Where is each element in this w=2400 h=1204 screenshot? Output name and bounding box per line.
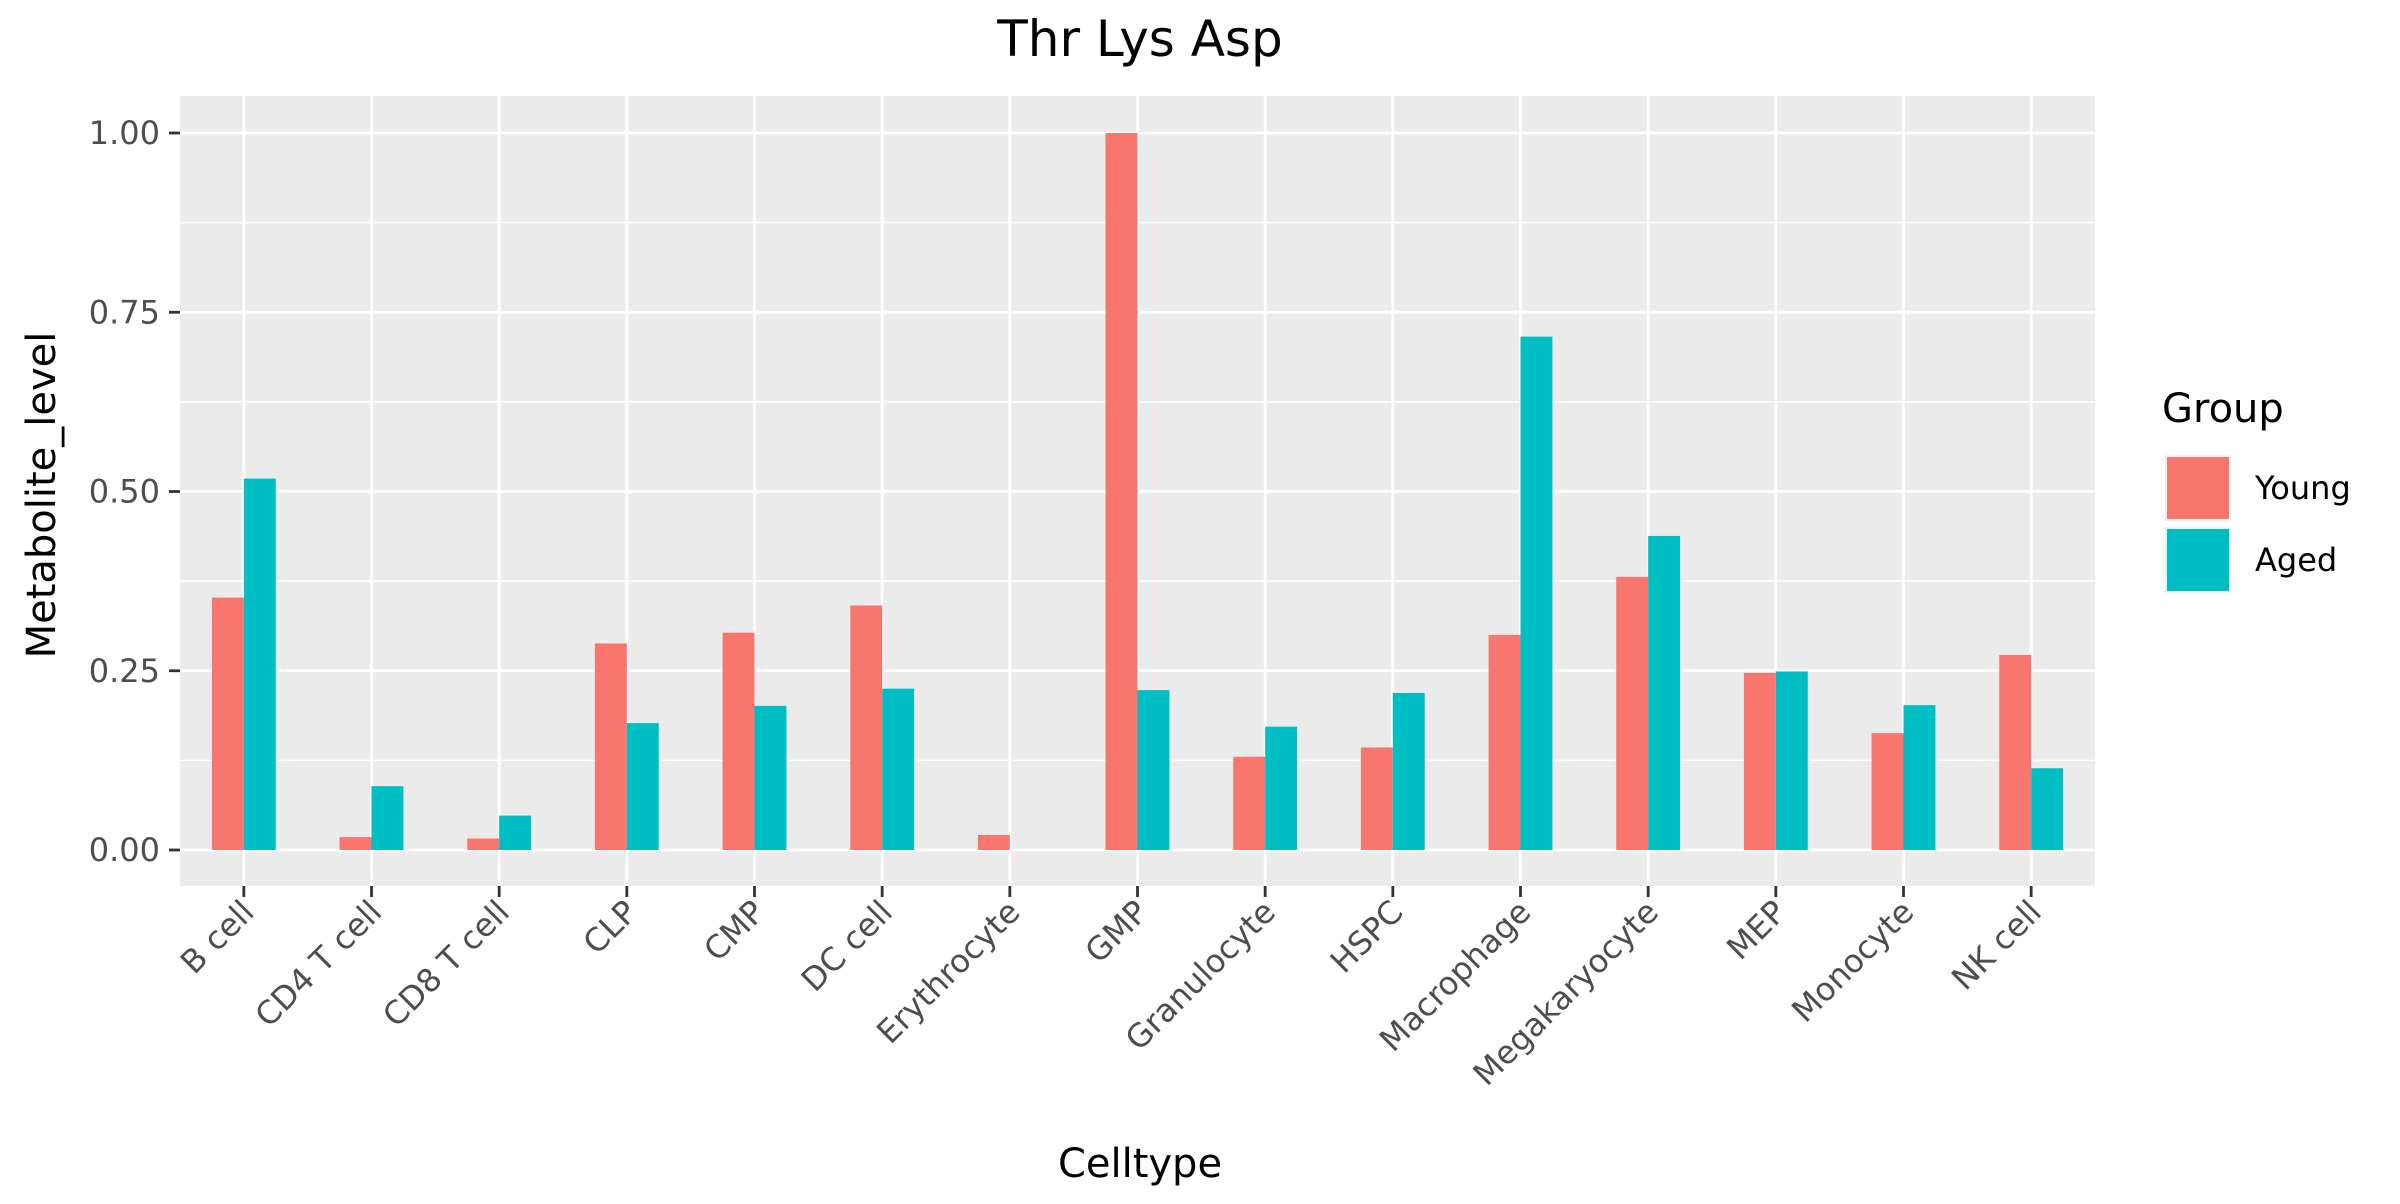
bars-group [211, 133, 2064, 850]
bar-aged [882, 688, 915, 850]
chart-title: Thr Lys Asp [996, 10, 1282, 68]
legend-label: Young [2254, 469, 2351, 507]
bar-aged [754, 705, 787, 850]
bar-aged [2031, 768, 2064, 850]
bar-aged [1137, 690, 1170, 850]
y-tick-label: 0.50 [89, 473, 160, 511]
legend-swatch [2167, 529, 2229, 591]
y-tick-label: 0.00 [89, 831, 160, 869]
x-axis-label: Celltype [1058, 1141, 1222, 1187]
x-tick-label: CD4 T cell [248, 893, 390, 1035]
y-tick-label: 0.25 [89, 652, 160, 690]
bar-young [977, 834, 1010, 850]
bar-aged [1520, 336, 1553, 850]
bar-young [1233, 756, 1266, 850]
y-axis-label: Metabolite_level [19, 332, 65, 659]
legend-title: Group [2162, 386, 2284, 432]
bar-aged [1903, 705, 1936, 850]
bar-young [467, 838, 500, 850]
x-tick-label: MEP [1719, 893, 1793, 967]
x-tick-label: GMP [1078, 893, 1156, 971]
bar-young [594, 643, 627, 850]
bar-aged [1775, 671, 1808, 850]
bar-aged [626, 723, 659, 850]
x-tick-label: DC cell [794, 893, 900, 999]
bar-aged [499, 815, 532, 850]
bar-aged [1392, 692, 1425, 850]
bar-aged [1265, 726, 1298, 850]
legend-swatch [2167, 457, 2229, 519]
x-tick-label: CD8 T cell [375, 893, 517, 1035]
bar-young [211, 597, 244, 850]
bar-aged [371, 786, 404, 850]
bar-young [1999, 654, 2032, 850]
bar-young [1616, 576, 1649, 850]
bar-young [1871, 733, 1904, 850]
bar-young [1743, 672, 1776, 850]
x-tick-label: CMP [696, 893, 772, 969]
bar-young [339, 837, 372, 850]
bar-young [1360, 747, 1393, 850]
bar-young [1105, 133, 1138, 850]
x-tick-label: HSPC [1323, 893, 1411, 981]
x-tick-label: Monocyte [1784, 893, 1921, 1030]
y-tick-label: 1.00 [89, 114, 160, 152]
bar-young [722, 632, 755, 850]
legend: Group Young Aged [2162, 386, 2351, 593]
bar-aged [1648, 535, 1681, 850]
x-tick-label: B cell [173, 893, 262, 982]
bar-young [1488, 634, 1521, 850]
legend-label: Aged [2255, 541, 2337, 579]
bar-young [850, 605, 883, 850]
y-tick-label: 0.75 [89, 293, 160, 331]
y-axis: 0.00 0.25 0.50 0.75 1.00 [89, 114, 180, 869]
x-tick-label: NK cell [1944, 893, 2049, 998]
bar-aged [243, 478, 276, 850]
x-tick-label: CLP [576, 893, 645, 962]
